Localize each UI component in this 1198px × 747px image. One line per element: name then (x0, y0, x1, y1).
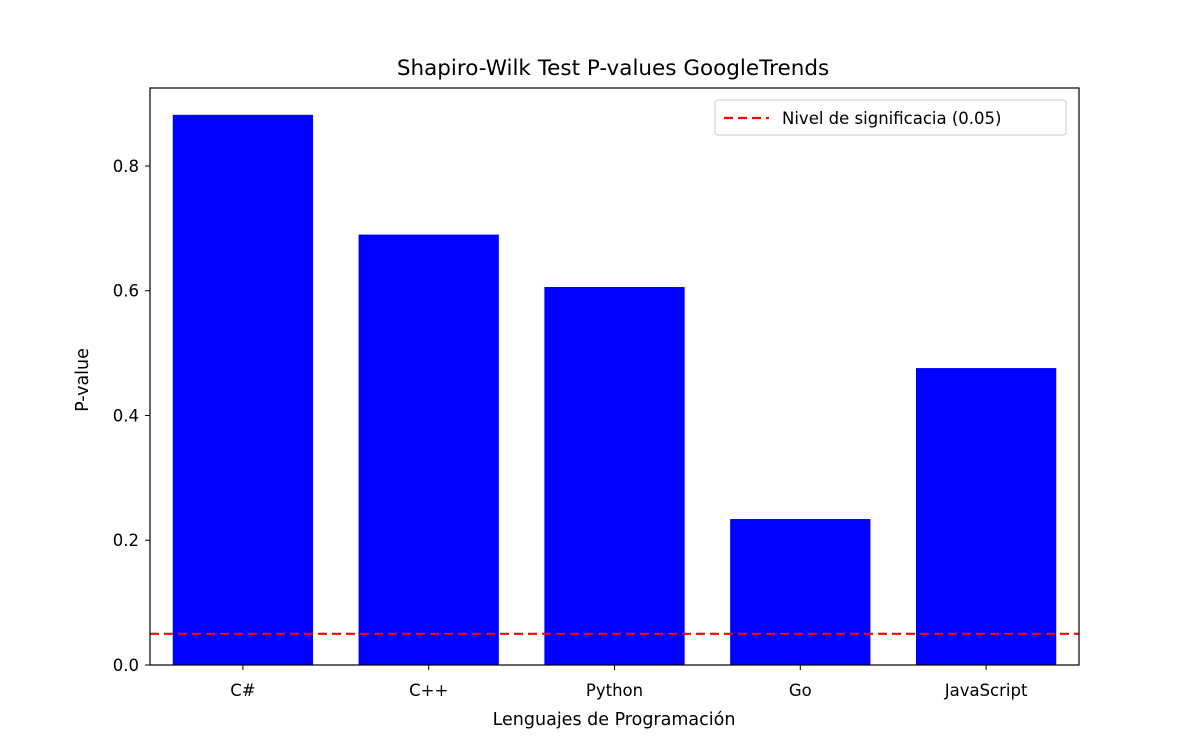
bar-3 (730, 519, 871, 665)
y-tick-label: 0.2 (113, 531, 139, 550)
legend-box (714, 99, 1067, 136)
x-tick-label: Go (789, 681, 812, 700)
x-tick-label: JavaScript (944, 681, 1028, 700)
y-tick-label: 0.4 (113, 406, 139, 425)
y-tick-label: 0.6 (113, 282, 139, 301)
bar-2 (544, 286, 685, 665)
y-axis-label: P-value (73, 348, 93, 412)
bar-4 (915, 368, 1057, 665)
x-tick-label: Python (586, 681, 643, 700)
y-tick-label: 0.0 (113, 656, 139, 675)
y-tick-label: 0.8 (113, 157, 139, 176)
x-axis-label: Lenguajes de Programación (493, 710, 736, 730)
bar-0 (172, 114, 314, 666)
x-tick-label: C++ (409, 681, 448, 700)
bars-group (172, 114, 1057, 666)
x-tick-label: C# (230, 681, 255, 700)
chart-title: Shapiro-Wilk Test P-values GoogleTrends (397, 56, 829, 81)
legend-label: Nivel de significacia (0.05) (782, 109, 1001, 128)
y-axis-ticks: 0.0 0.2 0.4 0.6 0.8 (113, 157, 150, 675)
bar-1 (358, 234, 499, 666)
x-axis-ticks: C# C++ Python Go JavaScript (230, 665, 1028, 700)
legend: Nivel de significacia (0.05) (714, 99, 1067, 136)
